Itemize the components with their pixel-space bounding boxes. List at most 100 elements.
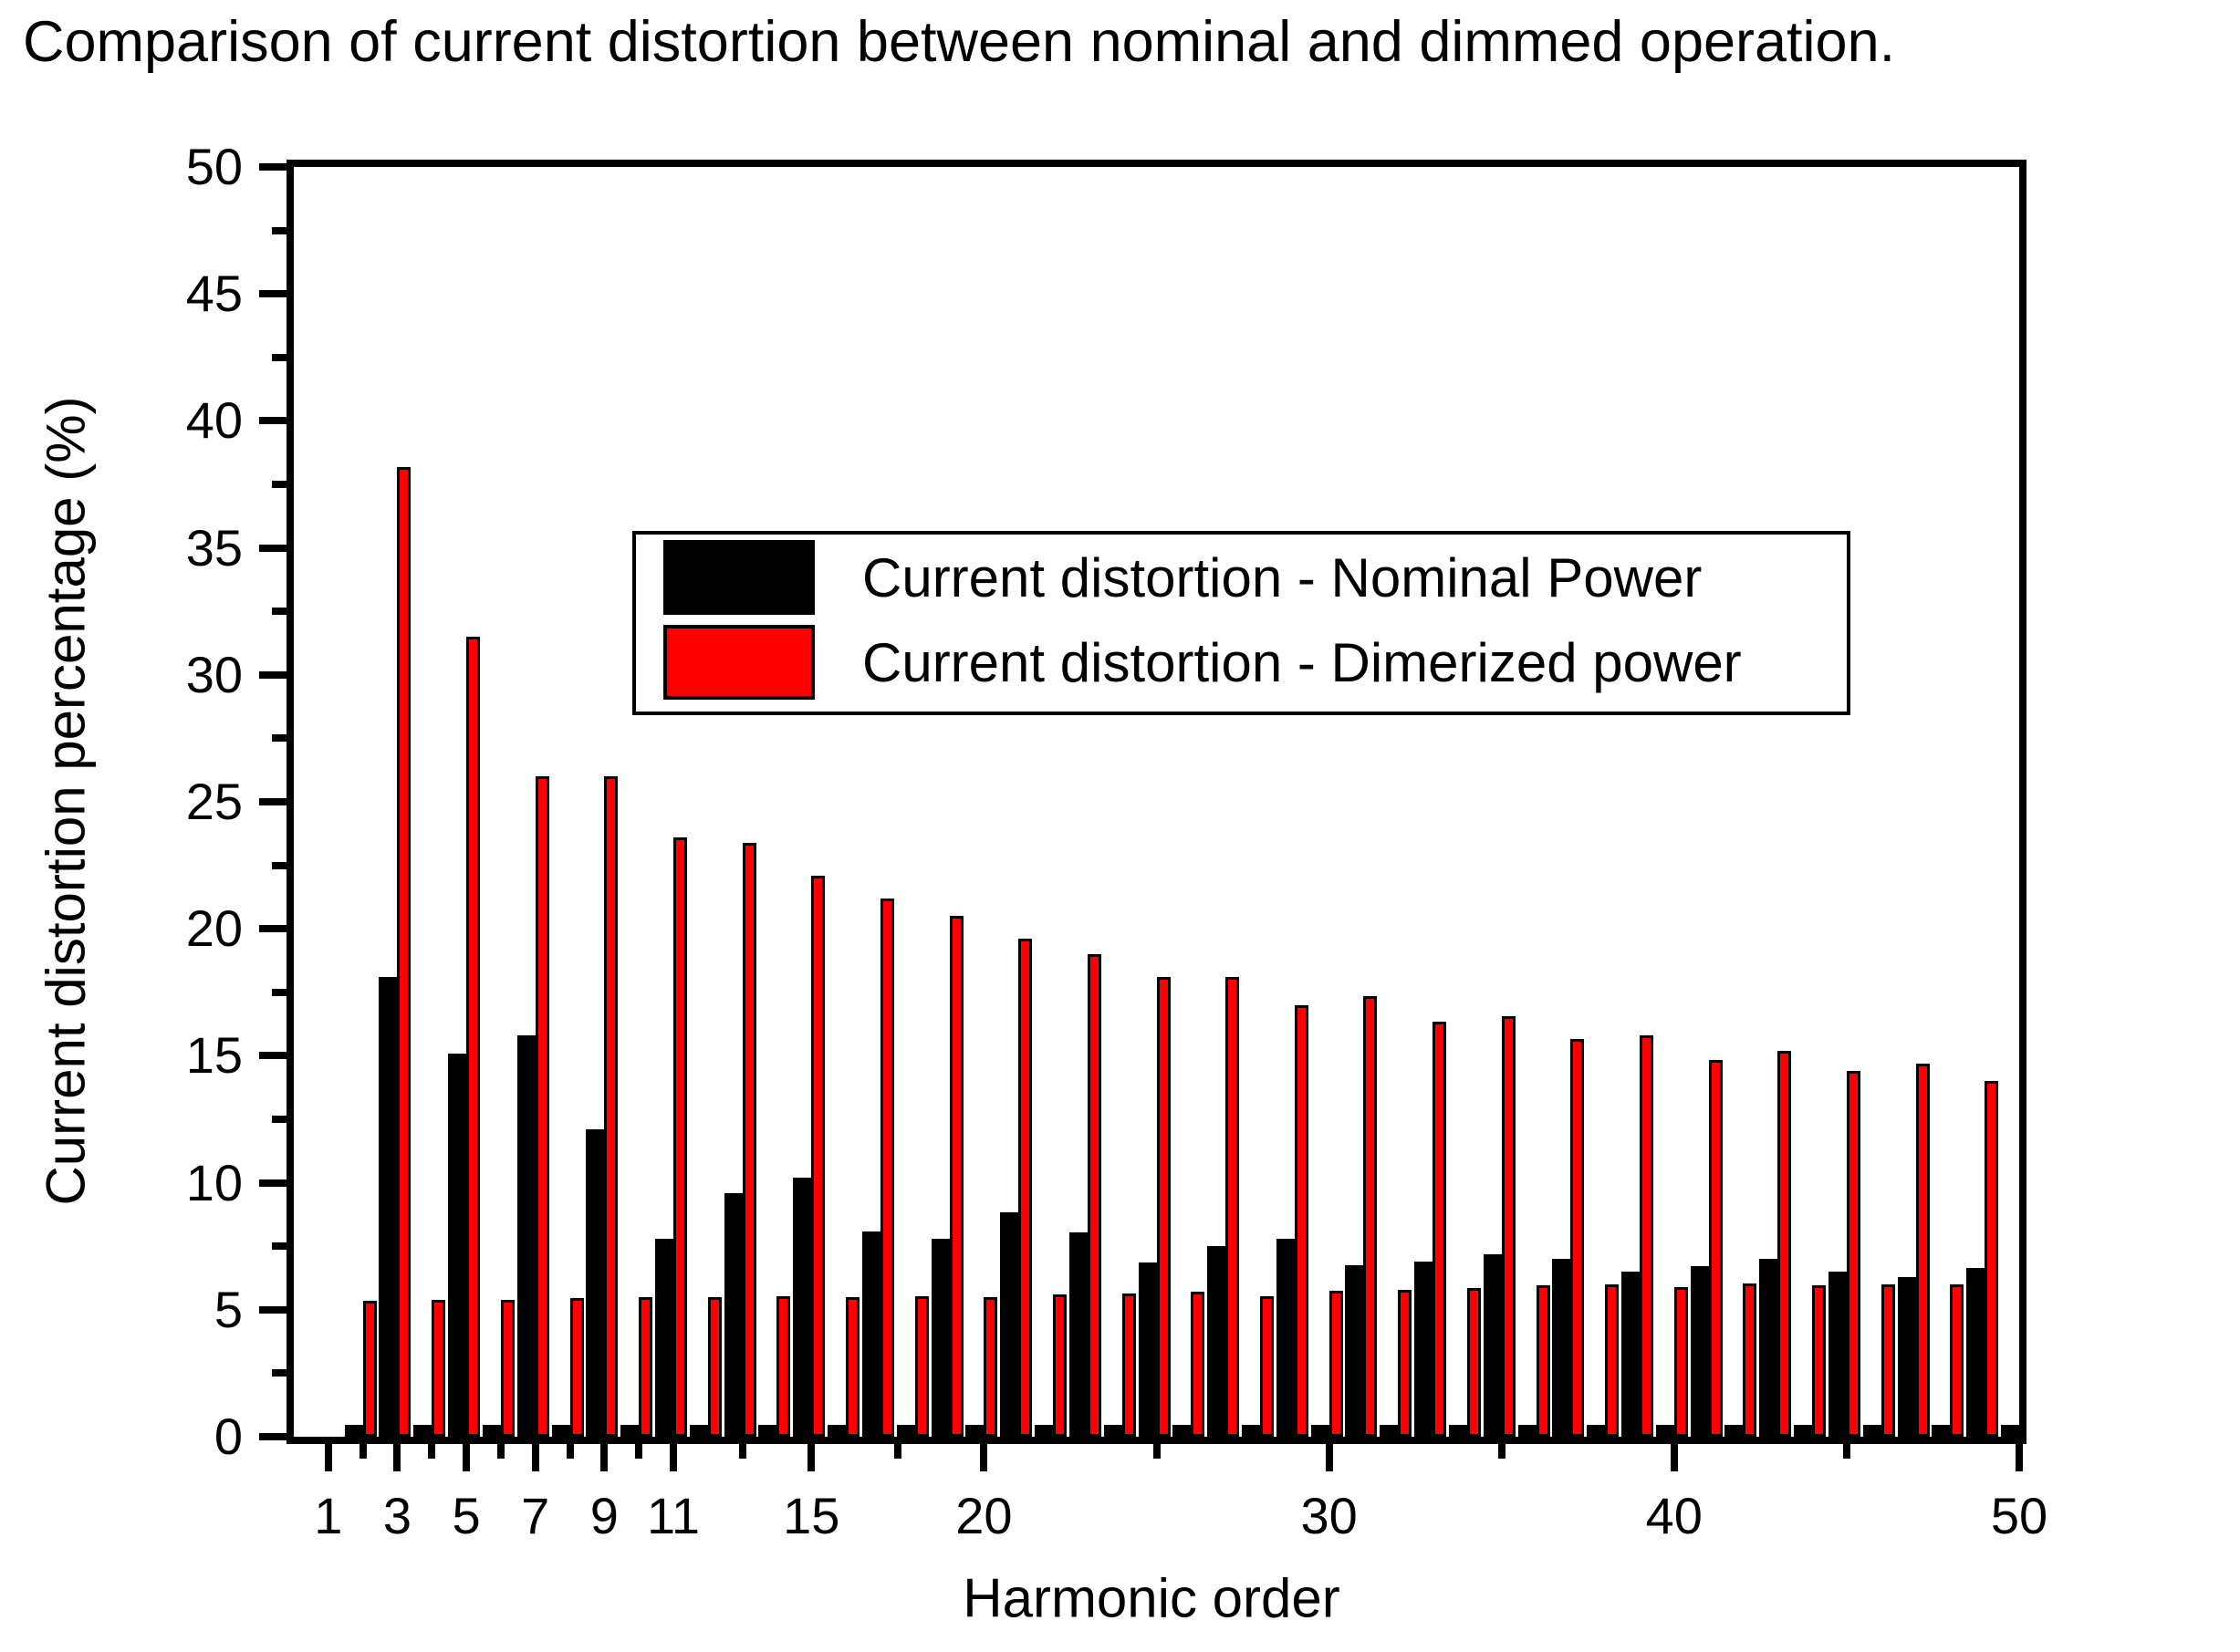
bar-nominal-h34: [1448, 1425, 1467, 1437]
bar-dimmed-h47: [1915, 1063, 1930, 1437]
bar-dimmed-h15: [811, 875, 826, 1437]
x-major-tick-15: [807, 1444, 816, 1471]
bar-nominal-h23: [1068, 1231, 1088, 1437]
x-tick-label-50: 50: [1990, 1487, 2048, 1544]
bar-nominal-h30: [1310, 1425, 1329, 1437]
bar-nominal-h5: [448, 1053, 467, 1437]
x-major-tick-50: [2016, 1444, 2023, 1471]
bar-nominal-h31: [1345, 1265, 1364, 1437]
x-tick-label-15: 15: [783, 1487, 840, 1544]
y-minor-tick-37.5: [272, 481, 287, 488]
bar-dimmed-h12: [707, 1296, 722, 1437]
legend-swatch-nominal: [663, 540, 815, 615]
x-major-tick-9: [600, 1444, 609, 1471]
legend: Current distortion - Nominal Power Curre…: [632, 531, 1850, 715]
legend-item-dimmed: Current distortion - Dimerized power: [663, 624, 1742, 701]
bar-dimmed-h36: [1536, 1285, 1550, 1437]
x-tick-label-9: 9: [589, 1487, 619, 1544]
x-major-tick-5: [463, 1444, 471, 1471]
y-minor-tick-42.5: [272, 353, 287, 361]
y-tick-label-30: 30: [185, 645, 243, 703]
bar-dimmed-h10: [639, 1296, 653, 1437]
y-major-tick-50: [259, 163, 287, 171]
bar-dimmed-h34: [1466, 1288, 1481, 1437]
bar-dimmed-h29: [1294, 1004, 1308, 1437]
y-major-tick-0: [259, 1433, 287, 1440]
bar-nominal-h46: [1862, 1425, 1881, 1437]
x-major-tick-20: [980, 1444, 988, 1471]
x-minor-tick-45: [1842, 1444, 1850, 1459]
x-minor-tick-2: [359, 1444, 367, 1459]
bar-dimmed-h22: [1053, 1294, 1068, 1437]
x-major-tick-3: [393, 1444, 401, 1471]
legend-label-dimmed: Current distortion - Dimerized power: [862, 631, 1742, 693]
bar-dimmed-h14: [776, 1295, 791, 1437]
bar-dimmed-h11: [673, 836, 688, 1437]
bar-dimmed-h38: [1605, 1283, 1620, 1437]
bar-dimmed-h45: [1846, 1071, 1860, 1437]
x-tick-label-20: 20: [955, 1487, 1013, 1544]
legend-swatch-dimmed: [663, 625, 815, 700]
bar-nominal-h27: [1207, 1246, 1226, 1437]
bar-dimmed-h18: [914, 1295, 929, 1437]
bar-nominal-h29: [1276, 1238, 1295, 1437]
x-minor-tick-10: [635, 1444, 643, 1459]
bar-nominal-h9: [586, 1129, 605, 1437]
bar-nominal-h15: [793, 1178, 812, 1437]
bar-dimmed-h32: [1398, 1289, 1412, 1437]
bar-nominal-h25: [1138, 1262, 1157, 1437]
x-major-tick-7: [531, 1444, 539, 1471]
x-minor-tick-25: [1152, 1444, 1161, 1459]
y-major-tick-25: [259, 798, 287, 805]
bar-nominal-h17: [861, 1231, 880, 1437]
bar-nominal-h47: [1897, 1276, 1916, 1437]
x-tick-label-11: 11: [646, 1487, 701, 1544]
bar-nominal-h45: [1828, 1272, 1847, 1437]
bar-nominal-h43: [1759, 1259, 1778, 1437]
bar-dimmed-h9: [604, 776, 619, 1437]
y-minor-tick-27.5: [272, 734, 287, 743]
bar-nominal-h6: [482, 1425, 501, 1437]
x-axis-title: Harmonic order: [963, 1567, 1340, 1629]
bar-dimmed-h33: [1433, 1021, 1447, 1437]
x-minor-tick-8: [566, 1444, 574, 1459]
bar-nominal-h10: [620, 1425, 640, 1437]
y-tick-label-45: 45: [185, 265, 243, 323]
x-major-tick-30: [1325, 1444, 1333, 1471]
y-axis-title: Current distortion percentage (%): [35, 396, 97, 1206]
bar-dimmed-h8: [569, 1298, 584, 1437]
bar-dimmed-h2: [362, 1301, 377, 1437]
bar-nominal-h20: [965, 1425, 985, 1437]
x-minor-tick-13: [738, 1444, 746, 1459]
bar-nominal-h12: [689, 1425, 708, 1437]
bar-nominal-h39: [1620, 1272, 1640, 1437]
y-tick-label-10: 10: [185, 1153, 243, 1211]
y-minor-tick-22.5: [272, 861, 287, 869]
bar-nominal-h35: [1483, 1253, 1502, 1437]
bar-dimmed-h6: [500, 1299, 515, 1437]
y-tick-label-35: 35: [185, 518, 243, 577]
bar-dimmed-h20: [984, 1296, 998, 1437]
bar-dimmed-h27: [1225, 977, 1240, 1437]
x-minor-tick-6: [496, 1444, 505, 1459]
y-major-tick-40: [259, 417, 287, 425]
y-tick-label-5: 5: [214, 1280, 243, 1338]
x-tick-label-3: 3: [382, 1487, 412, 1544]
bar-nominal-h3: [379, 977, 398, 1437]
y-minor-tick-12.5: [272, 1116, 287, 1123]
bar-dimmed-h28: [1259, 1295, 1274, 1437]
bar-nominal-h11: [655, 1238, 674, 1437]
bar-dimmed-h13: [742, 842, 756, 1437]
y-tick-label-20: 20: [185, 899, 243, 958]
bar-dimmed-h40: [1673, 1286, 1688, 1437]
bar-dimmed-h21: [1018, 939, 1033, 1437]
plot-area: [287, 160, 2026, 1444]
bar-dimmed-h37: [1570, 1039, 1585, 1437]
y-major-tick-30: [259, 670, 287, 679]
x-tick-label-1: 1: [314, 1487, 343, 1544]
bar-nominal-h50: [2001, 1425, 2019, 1437]
legend-item-nominal: Current distortion - Nominal Power: [663, 539, 1702, 616]
x-major-tick-1: [324, 1444, 332, 1471]
y-tick-label-25: 25: [185, 773, 243, 830]
bar-dimmed-h41: [1708, 1059, 1723, 1437]
